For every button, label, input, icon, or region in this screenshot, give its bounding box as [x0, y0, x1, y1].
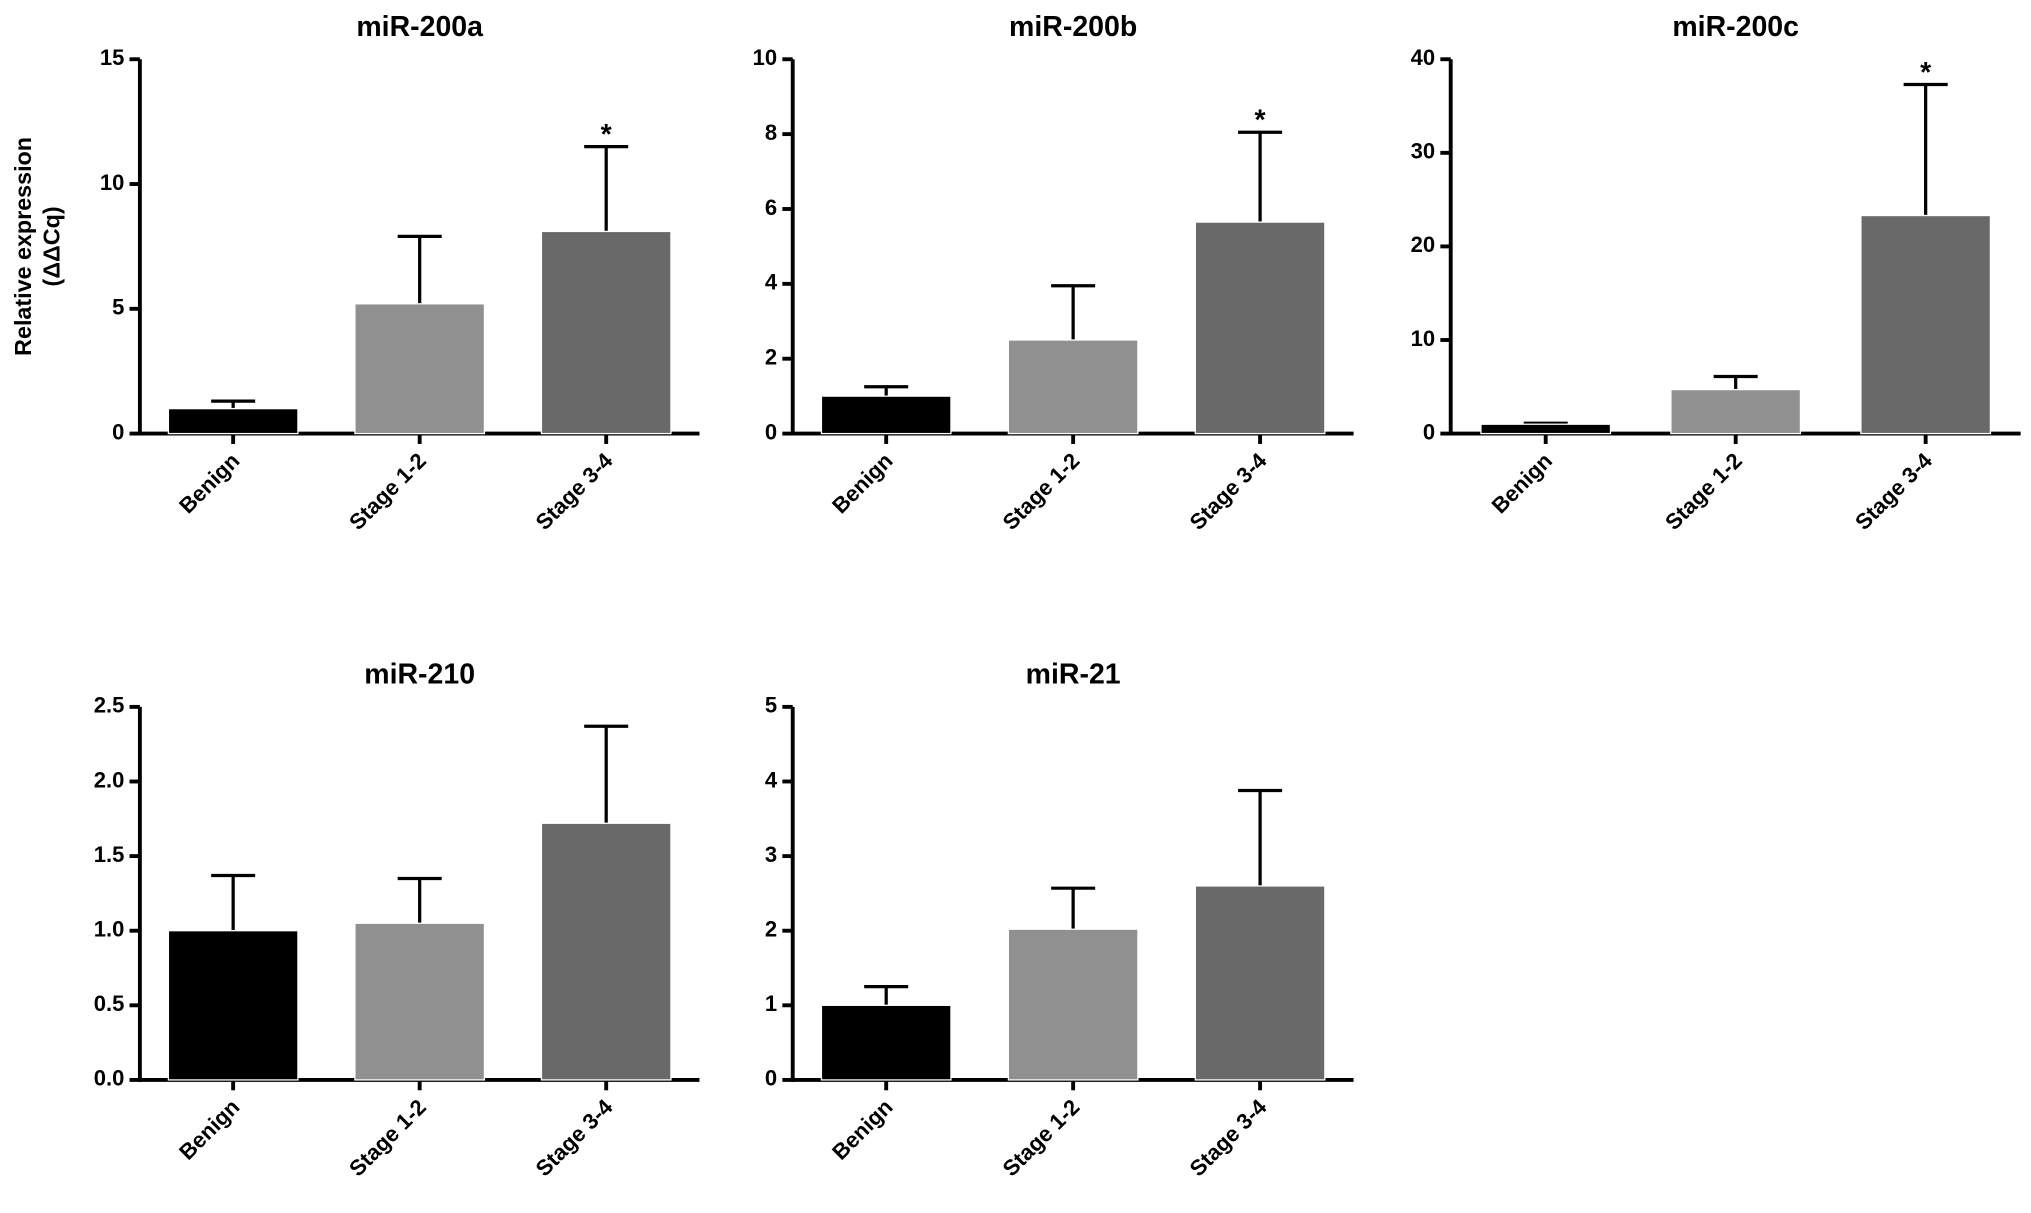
bar — [354, 303, 486, 435]
x-tick-label: Stage 1-2 — [1660, 448, 1747, 535]
y-tick-label: 20 — [1411, 232, 1435, 257]
x-tick-label: Benign — [827, 448, 897, 518]
bar — [354, 922, 486, 1081]
y-tick-label: 2.5 — [94, 693, 125, 718]
y-tick-label: 4 — [765, 270, 778, 295]
y-axis-label: Relative expression — [10, 137, 36, 356]
x-tick-label: Stage 1-2 — [344, 1094, 431, 1181]
y-tick-label: 8 — [765, 120, 777, 145]
significance-label: * — [1255, 105, 1267, 137]
chart-title: miR-200a — [356, 11, 484, 43]
x-tick-label: Stage 3-4 — [1185, 1094, 1272, 1181]
chart-title: miR-210 — [364, 659, 475, 691]
x-tick-label: Stage 3-4 — [1185, 447, 1272, 534]
chart-title: miR-21 — [1026, 659, 1121, 691]
y-tick-label: 0 — [112, 419, 124, 444]
y-tick-label: 4 — [765, 767, 778, 792]
chart-title: miR-200b — [1009, 11, 1137, 43]
bar — [1007, 928, 1139, 1081]
y-tick-label: 5 — [112, 295, 124, 320]
y-tick-label: 1.5 — [94, 842, 125, 867]
y-tick-label: 0.0 — [94, 1066, 125, 1091]
y-tick-label: 10 — [753, 45, 777, 70]
x-tick-label: Stage 3-4 — [531, 1094, 618, 1181]
bar — [1194, 221, 1326, 435]
x-tick-label: Stage 3-4 — [531, 447, 618, 534]
y-tick-label: 3 — [765, 842, 777, 867]
y-tick-label: 0.5 — [94, 991, 125, 1016]
x-tick-label: Stage 3-4 — [1850, 447, 1937, 534]
bar — [1860, 214, 1992, 435]
bar — [1670, 388, 1802, 435]
bar — [820, 395, 952, 435]
bar — [167, 930, 299, 1081]
y-tick-label: 2 — [765, 917, 777, 942]
y-tick-label: 1 — [765, 991, 777, 1016]
y-tick-label: 10 — [1411, 326, 1435, 351]
y-tick-label: 2.0 — [94, 767, 125, 792]
bar — [1007, 339, 1139, 435]
bar — [1480, 423, 1612, 435]
y-tick-label: 0 — [1423, 419, 1435, 444]
bar — [540, 822, 672, 1081]
bar — [820, 1004, 952, 1081]
y-tick-label: 1.0 — [94, 917, 125, 942]
x-tick-label: Benign — [174, 1094, 244, 1164]
y-tick-label: 0 — [765, 419, 777, 444]
x-tick-label: Stage 1-2 — [998, 448, 1085, 535]
y-tick-label: 40 — [1411, 45, 1435, 70]
y-axis-label: (ΔΔCq) — [39, 206, 65, 286]
y-tick-label: 0 — [765, 1066, 777, 1091]
bar — [540, 230, 672, 435]
x-tick-label: Benign — [827, 1094, 897, 1164]
significance-label: * — [1920, 57, 1932, 89]
y-tick-label: 5 — [765, 693, 777, 718]
x-tick-label: Benign — [1487, 448, 1557, 518]
y-tick-label: 10 — [100, 170, 124, 195]
y-tick-label: 6 — [765, 195, 777, 220]
bar — [1194, 885, 1326, 1081]
y-tick-label: 2 — [765, 345, 777, 370]
significance-label: * — [601, 119, 613, 151]
y-tick-label: 30 — [1411, 139, 1435, 164]
x-tick-label: Stage 1-2 — [998, 1094, 1085, 1181]
y-tick-label: 15 — [100, 45, 124, 70]
bar — [167, 407, 299, 435]
x-tick-label: Benign — [174, 448, 244, 518]
x-tick-label: Stage 1-2 — [344, 448, 431, 535]
chart-title: miR-200c — [1672, 11, 1799, 43]
